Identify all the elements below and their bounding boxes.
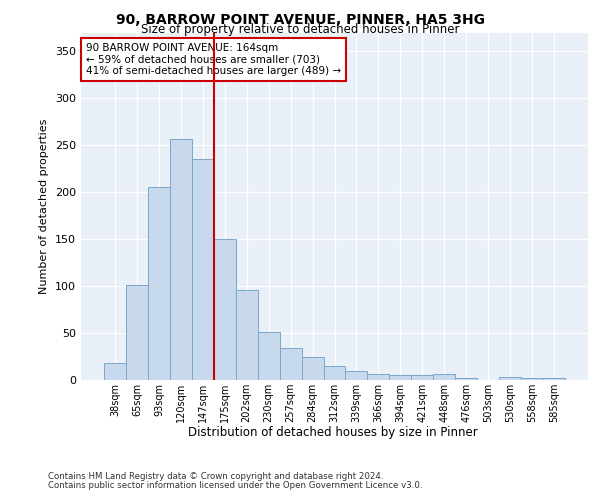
Bar (412, 376, 433, 380)
Bar (499, 377, 521, 380)
Text: Size of property relative to detached houses in Pinner: Size of property relative to detached ho… (141, 22, 459, 36)
Bar (346, 370, 367, 380)
Bar (236, 290, 257, 380)
Bar (148, 188, 170, 380)
Text: Contains HM Land Registry data © Crown copyright and database right 2024.: Contains HM Land Registry data © Crown c… (48, 472, 383, 481)
Bar (302, 356, 323, 380)
Bar (170, 138, 192, 380)
Bar (192, 160, 214, 380)
Bar (367, 374, 389, 380)
Text: 90 BARROW POINT AVENUE: 164sqm
← 59% of detached houses are smaller (703)
41% of: 90 BARROW POINT AVENUE: 164sqm ← 59% of … (86, 43, 341, 76)
Text: Distribution of detached houses by size in Pinner: Distribution of detached houses by size … (188, 426, 478, 439)
Bar (433, 374, 455, 380)
Y-axis label: Number of detached properties: Number of detached properties (40, 118, 49, 294)
Bar (280, 348, 302, 380)
Bar (323, 366, 346, 380)
Bar (126, 285, 148, 380)
Text: Contains public sector information licensed under the Open Government Licence v3: Contains public sector information licen… (48, 481, 422, 490)
Bar (104, 363, 126, 380)
Bar (257, 332, 280, 380)
Bar (521, 378, 543, 380)
Bar (389, 376, 412, 380)
Bar (455, 378, 477, 380)
Bar (543, 378, 565, 380)
Text: 90, BARROW POINT AVENUE, PINNER, HA5 3HG: 90, BARROW POINT AVENUE, PINNER, HA5 3HG (115, 12, 485, 26)
Bar (214, 239, 236, 380)
